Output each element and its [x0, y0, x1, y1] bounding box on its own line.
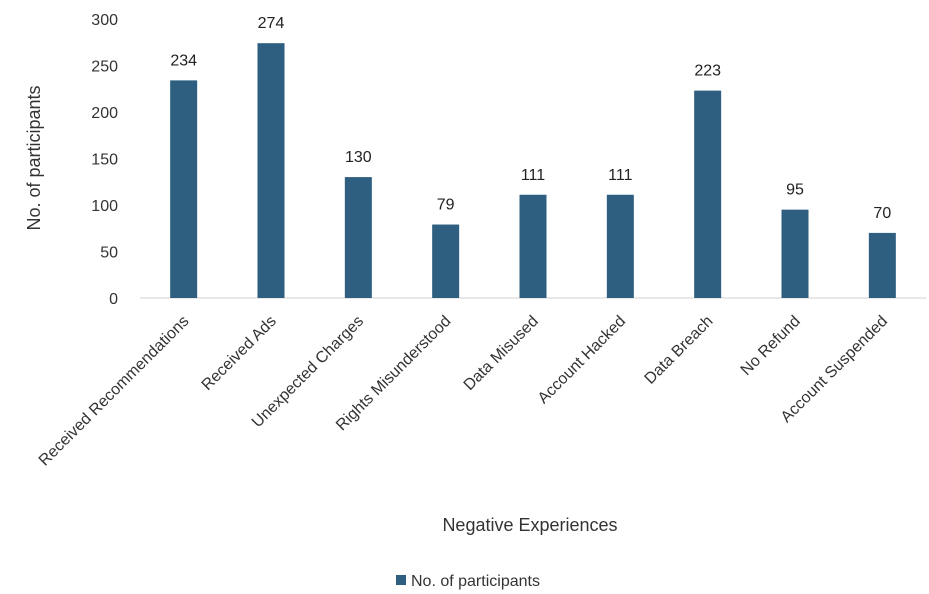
bar: [344, 177, 372, 298]
y-tick-label: 150: [91, 152, 118, 169]
x-tick-label: Data Breach: [642, 313, 717, 388]
y-tick-label: 300: [91, 12, 118, 29]
x-tick-label: Account Hacked: [535, 313, 629, 407]
data-label: 274: [258, 15, 285, 32]
data-label: 79: [437, 197, 455, 214]
bar: [432, 224, 460, 298]
y-tick-label: 250: [91, 59, 118, 76]
x-tick-label: No Refund: [738, 313, 804, 379]
bar: [170, 80, 198, 298]
bar: [694, 90, 722, 298]
legend-swatch: [396, 575, 406, 585]
y-axis-title: No. of participants: [24, 85, 44, 230]
x-tick-label: Received Ads: [199, 313, 280, 394]
bars-group: [170, 43, 896, 299]
data-label: 111: [608, 167, 632, 184]
bar: [519, 194, 547, 298]
bar: [257, 43, 285, 299]
data-label: 95: [786, 182, 804, 199]
y-tick-label: 0: [109, 291, 118, 308]
y-tick-label: 100: [91, 198, 118, 215]
data-labels-group: 234 274 130 79 111 111 223 95 70: [170, 15, 891, 222]
x-axis-title: Negative Experiences: [442, 515, 617, 535]
y-axis-ticks: 0 50 100 150 200 250 300: [91, 12, 118, 308]
y-tick-label: 200: [91, 105, 118, 122]
x-axis-ticks: Received Recommendations Received AdsUnex…: [36, 313, 891, 470]
x-tick-label: Received Recommendations: [36, 313, 193, 470]
data-label: 223: [694, 63, 721, 80]
data-label: 70: [873, 205, 891, 222]
bar: [781, 209, 809, 298]
legend: No. of participants: [396, 573, 540, 590]
data-label: 130: [345, 149, 372, 166]
legend-label: No. of participants: [411, 573, 540, 590]
x-tick-label: Data Misused: [461, 313, 542, 394]
y-tick-label: 50: [100, 245, 118, 262]
data-label: 111: [521, 167, 545, 184]
bar: [606, 194, 634, 298]
bar: [868, 232, 896, 298]
data-label: 234: [170, 52, 197, 69]
